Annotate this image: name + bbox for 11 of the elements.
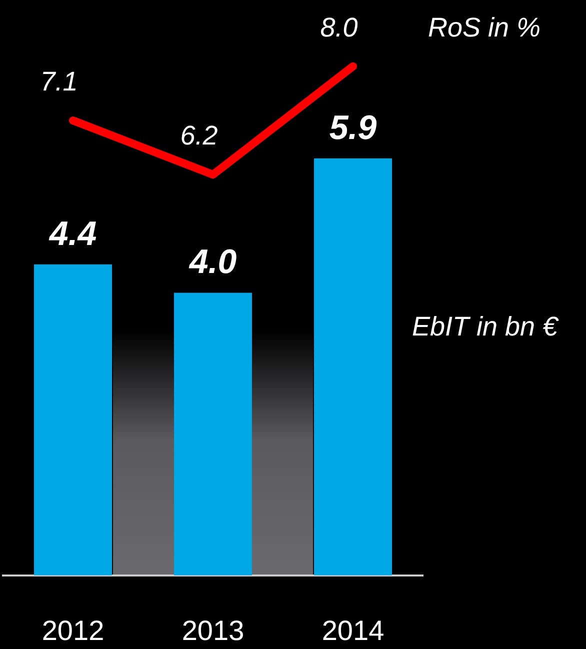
data-label: 5.9 — [329, 108, 377, 147]
x-tick-label: 2013 — [182, 614, 244, 646]
data-label: 8.0 — [320, 12, 358, 42]
data-label: 6.2 — [180, 120, 218, 151]
text: RoS in % — [428, 12, 541, 42]
series-label: EbIT in bn € — [412, 312, 560, 342]
x-tick-label: 2014 — [322, 614, 384, 646]
x-tick-label: 2012 — [42, 614, 104, 646]
data-label: 4.4 — [48, 214, 97, 253]
data-label: 4.0 — [188, 243, 237, 282]
data-label: 7.1 — [40, 66, 78, 96]
